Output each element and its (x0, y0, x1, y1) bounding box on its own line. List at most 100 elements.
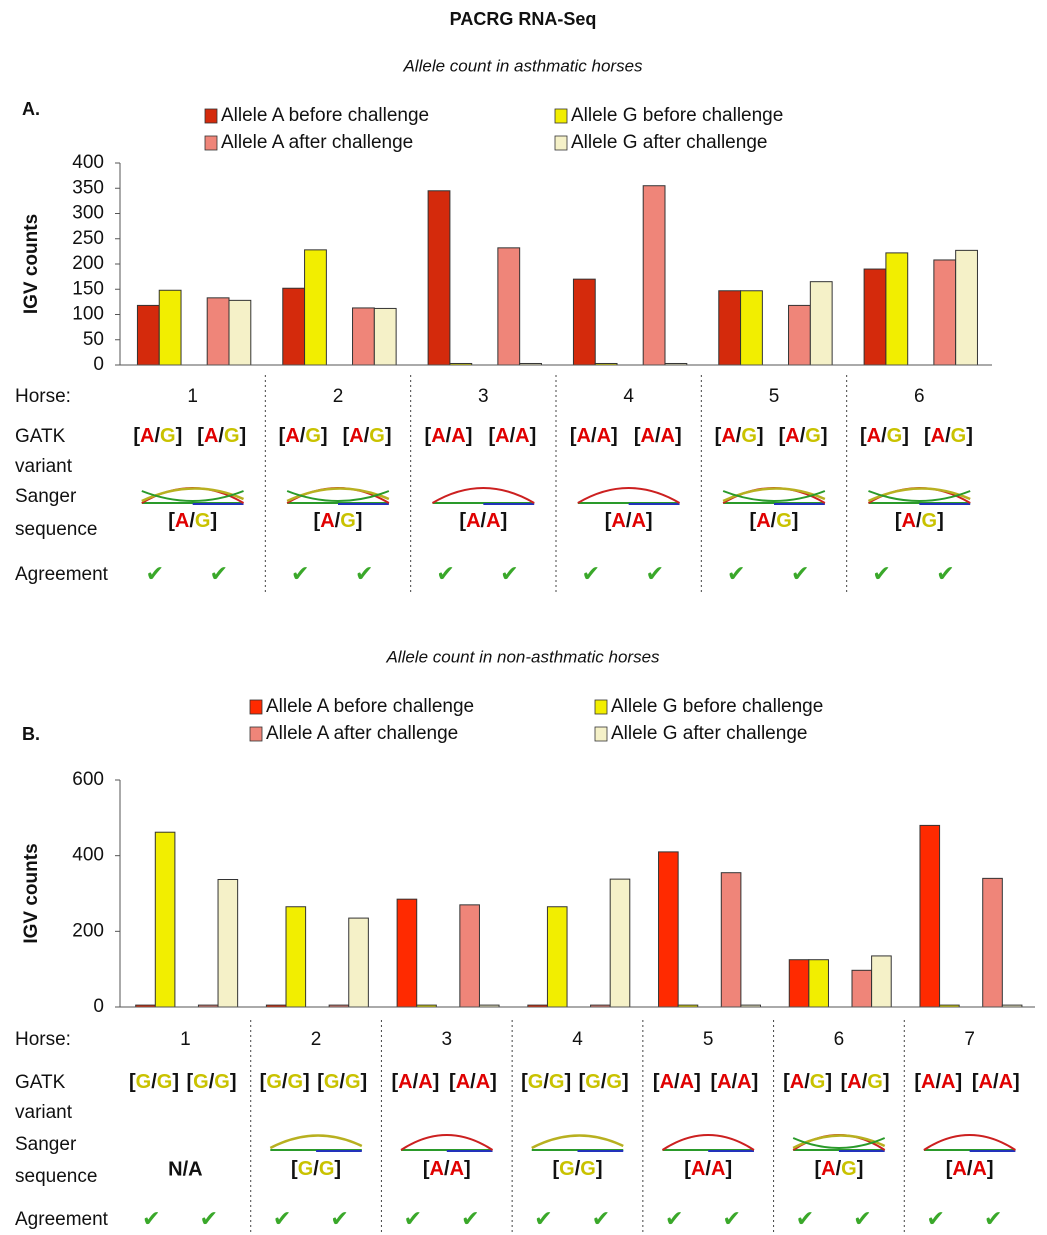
agreement-check: ✔ (200, 1206, 218, 1231)
row-label: GATK (15, 1072, 66, 1093)
sanger-sequence: [A/A] (605, 510, 653, 532)
y-tick-label: 350 (72, 177, 104, 198)
trace-curve (142, 488, 244, 501)
horse-label: 1 (180, 1029, 191, 1050)
agreement-check: ✔ (142, 1206, 160, 1231)
gatk-variant: [A/G] (860, 425, 909, 447)
bar (789, 305, 811, 365)
bar (159, 290, 181, 365)
gatk-variant: [G/G] (260, 1071, 310, 1093)
bar (286, 907, 306, 1007)
horse-label: 4 (623, 386, 634, 407)
sanger-sequence: [G/G] (552, 1158, 602, 1180)
bar (397, 899, 417, 1007)
horse-label: 6 (914, 386, 925, 407)
gatk-variant: [A/A] (425, 425, 473, 447)
agreement-check: ✔ (404, 1206, 422, 1231)
legend-swatch (595, 700, 607, 714)
agreement-check: ✔ (436, 561, 454, 586)
gatk-variant: [A/A] (449, 1071, 497, 1093)
horse-label: 4 (572, 1029, 583, 1050)
bar (573, 279, 595, 365)
bar (741, 291, 763, 365)
agreement-check: ✔ (582, 561, 600, 586)
horse-label: 1 (187, 386, 198, 407)
bar (956, 250, 978, 365)
agreement-check: ✔ (727, 561, 745, 586)
legend-label: Allele A before challenge (221, 105, 429, 126)
gatk-variant: [G/G] (129, 1071, 179, 1093)
bar (864, 269, 886, 365)
legend-swatch (250, 727, 262, 741)
bar (283, 288, 305, 365)
sanger-sequence: [A/A] (946, 1158, 994, 1180)
legend-label: Allele A after challenge (266, 723, 458, 744)
sanger-sequence: [G/G] (291, 1158, 341, 1180)
subtitle: Allele count in asthmatic horses (402, 56, 643, 75)
agreement-check: ✔ (926, 1206, 944, 1231)
bar (155, 832, 175, 1007)
bar (721, 873, 741, 1007)
row-label: Agreement (15, 1209, 109, 1230)
legend-label: Allele A after challenge (221, 132, 413, 153)
agreement-check: ✔ (500, 561, 518, 586)
trace-curve (662, 1135, 754, 1150)
bar (934, 260, 956, 365)
trace-curve (723, 488, 825, 501)
row-label: sequence (15, 1166, 97, 1187)
bar (610, 879, 630, 1007)
trace-curve (924, 1135, 1016, 1150)
horse-label: 3 (441, 1029, 452, 1050)
agreement-check: ✔ (723, 1206, 741, 1231)
row-label: GATK (15, 426, 66, 447)
agreement-check: ✔ (461, 1206, 479, 1231)
gatk-variant: [A/A] (710, 1071, 758, 1093)
trace-curve (270, 1135, 362, 1148)
bar (852, 970, 872, 1007)
gatk-variant: [A/G] (343, 425, 392, 447)
agreement-check: ✔ (984, 1206, 1002, 1231)
gatk-variant: [G/G] (521, 1071, 571, 1093)
y-tick-label: 300 (72, 203, 104, 224)
gatk-variant: [A/G] (133, 425, 182, 447)
bar (349, 918, 369, 1007)
trace-curve (287, 488, 389, 501)
agreement-check: ✔ (534, 1206, 552, 1231)
legend-label: Allele G before challenge (571, 105, 783, 126)
sanger-sequence: N/A (168, 1158, 202, 1180)
figure-title: PACRG RNA-Seq (450, 9, 597, 29)
legend-swatch (205, 109, 217, 123)
bar (920, 825, 940, 1007)
bar (789, 960, 809, 1007)
bar (810, 282, 832, 365)
legend-swatch (555, 109, 567, 123)
figure: PACRG RNA-Seq Allele count in asthmatic … (0, 0, 1047, 1235)
gatk-variant: [G/G] (579, 1071, 629, 1093)
legend-label: Allele G after challenge (611, 723, 807, 744)
agreement-check: ✔ (791, 561, 809, 586)
y-tick-label: 0 (93, 354, 104, 375)
gatk-variant: [A/G] (924, 425, 973, 447)
legend-label: Allele A before challenge (266, 696, 474, 717)
sanger-sequence: [A/A] (684, 1158, 732, 1180)
gatk-variant: [A/A] (914, 1071, 962, 1093)
agreement-check: ✔ (210, 561, 228, 586)
agreement-check: ✔ (330, 1206, 348, 1231)
row-label: Horse: (15, 1029, 71, 1050)
agreement-check: ✔ (872, 561, 890, 586)
agreement-check: ✔ (291, 561, 309, 586)
bar (872, 956, 892, 1007)
legend-swatch (205, 136, 217, 150)
y-tick-label: 200 (72, 253, 104, 274)
y-tick-label: 600 (72, 769, 104, 790)
agreement-check: ✔ (592, 1206, 610, 1231)
gatk-variant: [A/G] (779, 425, 828, 447)
bar (547, 907, 567, 1007)
gatk-variant: [A/A] (653, 1071, 701, 1093)
agreement-check: ✔ (665, 1206, 683, 1231)
horse-label: 5 (769, 386, 780, 407)
gatk-variant: [A/A] (634, 425, 682, 447)
bar (374, 308, 396, 365)
panel-label: B. (22, 724, 40, 744)
row-label: Horse: (15, 386, 71, 407)
